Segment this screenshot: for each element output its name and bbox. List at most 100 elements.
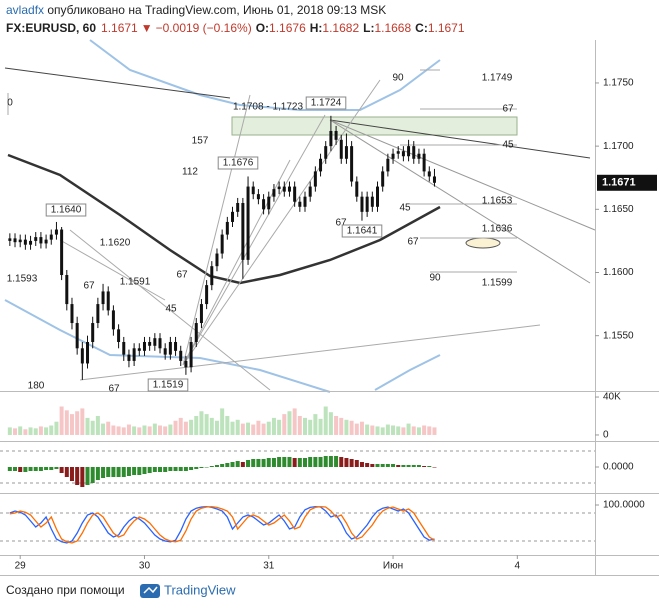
bar xyxy=(38,426,43,435)
bar xyxy=(256,459,261,467)
candle-body xyxy=(355,181,359,197)
candle-body xyxy=(277,186,281,190)
candle-body xyxy=(329,130,333,147)
trend-line xyxy=(4,67,231,99)
bar xyxy=(59,406,64,435)
candle-body xyxy=(287,186,291,192)
bar xyxy=(240,423,245,435)
bar xyxy=(406,423,411,435)
bar xyxy=(85,467,90,485)
bar xyxy=(44,467,49,470)
bar xyxy=(13,428,18,435)
candle-body xyxy=(215,253,219,267)
footer-brand[interactable]: TradingView xyxy=(164,582,236,597)
bar xyxy=(189,419,194,435)
y-tick-label: 1.1550 xyxy=(603,330,634,341)
bar xyxy=(90,467,95,483)
annotation: 157 xyxy=(192,136,209,147)
bar xyxy=(54,421,59,435)
bar xyxy=(271,458,276,467)
published: опубликовано на TradingView.com, Июнь 01… xyxy=(44,3,386,17)
trend-line xyxy=(329,119,591,159)
bar xyxy=(158,467,163,472)
candle-body xyxy=(334,130,338,140)
bar xyxy=(126,424,131,435)
bar xyxy=(18,467,23,472)
ohlc-value: 1.1671 xyxy=(428,21,465,35)
ma-blue-lower-right xyxy=(374,354,441,391)
candle-body xyxy=(34,237,38,241)
candle-body xyxy=(422,153,426,172)
bar xyxy=(142,467,147,474)
candle-body xyxy=(86,341,90,364)
candle-body xyxy=(137,348,141,351)
bar xyxy=(183,467,188,471)
candle-body xyxy=(360,196,364,212)
candle-body xyxy=(210,266,214,286)
x-tick-label: 29 xyxy=(15,561,27,572)
logo-icon xyxy=(140,584,160,598)
annotation: 0 xyxy=(7,98,13,109)
bar xyxy=(318,457,323,467)
y-tick-label: 100.0000 xyxy=(603,500,645,511)
bar xyxy=(282,414,287,435)
bar xyxy=(80,408,85,435)
candle-body xyxy=(282,186,286,192)
bar xyxy=(287,411,292,435)
logo-glyph xyxy=(143,586,158,594)
bar xyxy=(163,467,168,472)
bar xyxy=(261,459,266,467)
bar xyxy=(75,467,80,485)
bar xyxy=(277,457,282,467)
bar xyxy=(137,467,142,475)
bar xyxy=(23,467,28,472)
stoch-line xyxy=(9,505,435,544)
bar xyxy=(365,463,370,467)
candle-body xyxy=(319,158,323,172)
bar xyxy=(95,467,100,480)
footer-credit: Создано при помощи xyxy=(6,583,125,597)
candle-body xyxy=(117,329,121,342)
candle-body xyxy=(267,196,271,210)
bar xyxy=(230,421,235,435)
bar xyxy=(432,467,437,468)
bar xyxy=(375,464,380,467)
candle-body xyxy=(365,196,369,212)
candle-body xyxy=(148,341,152,346)
bar xyxy=(158,425,163,435)
bar xyxy=(339,457,344,467)
candle-body xyxy=(262,199,266,210)
bar xyxy=(246,460,251,467)
y-tick-label: 1.1600 xyxy=(603,267,634,278)
annotation-box xyxy=(217,156,259,170)
bar xyxy=(168,424,173,435)
candle-body xyxy=(241,202,245,260)
bar xyxy=(230,462,235,467)
bar xyxy=(69,467,74,481)
bar xyxy=(328,456,333,467)
symbol-line: FX:EURUSD, 60 1.1671 ▼ −0.0019 (−0.16%) O:1.… xyxy=(6,21,465,35)
annotation: 1.1708 - 1,1723 xyxy=(233,102,303,113)
bar xyxy=(375,426,380,435)
candle-body xyxy=(246,186,250,260)
bar xyxy=(349,420,354,435)
annotation: 1.1593 xyxy=(7,274,38,285)
bar xyxy=(334,456,339,467)
candle-body xyxy=(189,341,193,368)
candle-body xyxy=(179,350,183,361)
bar xyxy=(323,406,328,435)
bar xyxy=(323,456,328,467)
annotation: 1.1599 xyxy=(482,278,513,289)
candle-body xyxy=(18,239,22,243)
fib-fan xyxy=(182,79,381,366)
candle-body xyxy=(91,323,95,342)
bar xyxy=(391,464,396,467)
bar xyxy=(101,467,106,478)
bar xyxy=(121,467,126,477)
candle-body xyxy=(293,186,297,202)
change: −0.0019 (−0.16%) xyxy=(156,21,252,35)
annotation: 45 xyxy=(502,140,514,151)
candle-body xyxy=(199,304,203,324)
candle-body xyxy=(142,341,146,351)
